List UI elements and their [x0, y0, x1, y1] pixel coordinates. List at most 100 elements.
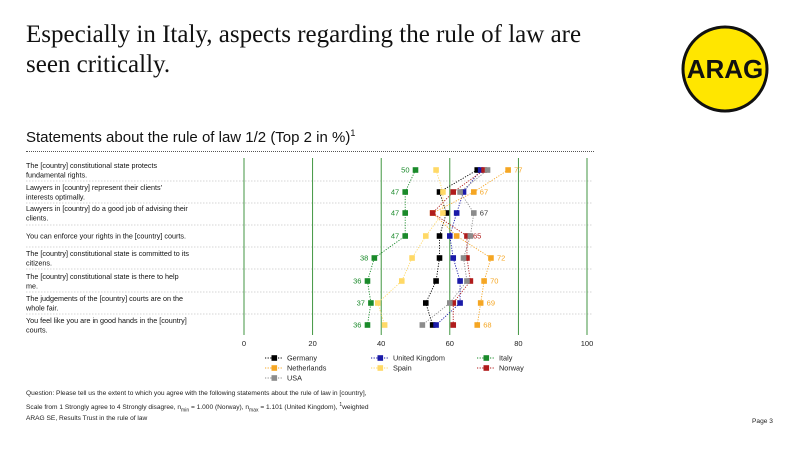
- data-point: [467, 233, 474, 239]
- data-point: [453, 210, 460, 216]
- data-point: [402, 210, 409, 216]
- data-point: [450, 322, 457, 328]
- data-point: [364, 322, 371, 328]
- logo-text: ARAG: [687, 54, 764, 84]
- source-note: ARAG SE, Results Trust in the rule of la…: [26, 415, 148, 422]
- data-point: [471, 189, 477, 195]
- data-point: [467, 278, 474, 284]
- legend-label: Germany: [287, 354, 317, 363]
- data-label: 70: [490, 277, 498, 286]
- data-point: [471, 210, 477, 216]
- data-label: 47: [391, 232, 399, 241]
- legend-label: USA: [287, 374, 302, 383]
- x-tick-label: 40: [377, 339, 385, 348]
- legend-marker: [483, 355, 490, 361]
- series-line: [422, 169, 488, 326]
- category-label: The [country] constitutional state is co…: [26, 249, 189, 268]
- question-note: Question: Please tell us the extent to w…: [26, 389, 369, 416]
- data-point: [505, 167, 511, 173]
- data-point: [481, 278, 487, 284]
- data-label: 38: [360, 254, 368, 263]
- series-line: [367, 169, 416, 326]
- data-label: 36: [353, 277, 361, 286]
- legend-label: Netherlands: [287, 364, 327, 373]
- data-point: [457, 189, 463, 195]
- legend-label: Norway: [499, 364, 524, 373]
- data-point: [450, 255, 457, 261]
- category-label: The [country] constitutional state is th…: [26, 272, 179, 291]
- data-point: [398, 278, 405, 284]
- data-label: 67: [480, 188, 488, 197]
- data-point: [447, 300, 453, 306]
- x-tick-label: 0: [242, 339, 246, 348]
- legend-label: Spain: [393, 364, 412, 373]
- data-point: [364, 278, 371, 284]
- page-number: Page 3: [752, 418, 773, 425]
- data-point: [381, 322, 388, 328]
- data-label: 69: [487, 299, 495, 308]
- series-line: [425, 169, 478, 326]
- legend-marker: [271, 375, 278, 381]
- legend-marker: [377, 355, 384, 361]
- data-point: [429, 210, 436, 216]
- data-point: [443, 210, 450, 216]
- data-point: [436, 233, 443, 239]
- data-point: [474, 322, 481, 328]
- data-point: [433, 278, 439, 284]
- data-point: [419, 322, 426, 328]
- arag-logo: ARAG: [681, 25, 769, 113]
- data-point: [477, 167, 484, 173]
- data-point: [436, 255, 443, 261]
- data-point: [453, 233, 460, 239]
- subtitle-footnote: 1: [350, 128, 356, 138]
- slide-title: Especially in Italy, aspects regarding t…: [26, 21, 582, 78]
- data-point: [402, 233, 409, 239]
- data-point: [440, 210, 446, 216]
- legend-marker: [271, 365, 278, 371]
- data-point: [464, 233, 470, 239]
- question-line-1: Question: Please tell us the extent to w…: [26, 390, 367, 397]
- data-point: [477, 300, 484, 306]
- data-point: [460, 189, 467, 195]
- chart-subtitle: Statements about the rule of law 1/2 (To…: [26, 128, 355, 146]
- logo-circle: [681, 25, 769, 113]
- data-point: [457, 300, 463, 306]
- data-point: [481, 167, 487, 173]
- data-point: [488, 255, 494, 261]
- data-point: [474, 167, 481, 173]
- data-point: [433, 167, 439, 173]
- data-point: [433, 322, 439, 328]
- x-tick-label: 80: [514, 339, 522, 348]
- data-label: 77: [514, 166, 522, 175]
- data-label: 65: [473, 232, 481, 241]
- category-label: The judgements of the [country] courts a…: [25, 294, 183, 313]
- data-label: 67: [480, 209, 488, 218]
- category-label: The [country] constitutional state prote…: [26, 161, 157, 180]
- data-point: [368, 300, 374, 306]
- data-point: [447, 233, 453, 239]
- legend-marker: [271, 355, 278, 361]
- x-tick-label: 100: [581, 339, 594, 348]
- data-point: [460, 255, 467, 261]
- data-label: 47: [391, 188, 399, 197]
- data-point: [464, 255, 470, 261]
- data-label: 47: [391, 209, 399, 218]
- series-line: [377, 169, 444, 326]
- data-label: 68: [483, 321, 491, 330]
- legend-label: Italy: [499, 354, 513, 363]
- dot-plot-chart: 0 20 40 60 80 100 The [country] constitutional…: [25, 158, 594, 383]
- data-point: [374, 300, 381, 306]
- category-label: Lawyers in [country] do a good job of ad…: [26, 204, 188, 223]
- x-tick-label: 20: [308, 339, 316, 348]
- category-label: Lawyers in [country] represent their cli…: [26, 183, 163, 202]
- data-point: [457, 278, 463, 284]
- data-point: [484, 167, 491, 173]
- question-line-2: Scale from 1 Strongly agree to 4 Strongl…: [26, 401, 369, 414]
- category-label: You can enforce your rights in the [coun…: [26, 232, 186, 241]
- chart-subtitle-text: Statements about the rule of law 1/2 (To…: [26, 129, 351, 146]
- data-point: [450, 300, 457, 306]
- data-point: [422, 233, 429, 239]
- data-label: 50: [401, 166, 409, 175]
- series-line: [431, 169, 509, 326]
- data-point: [409, 255, 415, 261]
